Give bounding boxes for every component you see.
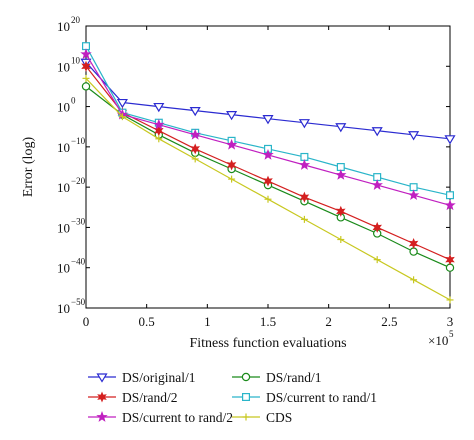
data-point xyxy=(409,247,418,256)
data-point xyxy=(264,195,272,203)
data-point xyxy=(335,169,347,180)
data-point xyxy=(444,199,456,211)
y-tick-exponent: −40 xyxy=(71,257,86,267)
x-tick-label: 3 xyxy=(447,314,454,329)
series-5 xyxy=(82,74,454,304)
data-point xyxy=(445,254,455,266)
legend-marker xyxy=(242,393,251,402)
data-point xyxy=(153,118,165,130)
data-point xyxy=(262,115,274,125)
y-tick-label: 10 xyxy=(57,59,70,74)
y-tick-exponent: −10 xyxy=(71,136,86,146)
data-point xyxy=(225,138,238,150)
data-point xyxy=(228,175,236,183)
data-point xyxy=(410,276,418,284)
legend-label: CDS xyxy=(266,410,292,425)
y-tick-exponent: −20 xyxy=(71,176,86,186)
legend-label: DS/current to rand/2 xyxy=(122,410,233,425)
y-tick-exponent: 10 xyxy=(71,55,81,65)
x-tick-label: 2.5 xyxy=(381,314,397,329)
data-point xyxy=(153,102,165,113)
series-0 xyxy=(80,58,456,145)
data-point xyxy=(444,135,456,145)
data-point xyxy=(337,236,345,244)
series-group xyxy=(80,42,456,304)
data-point xyxy=(299,191,310,203)
data-point xyxy=(190,143,200,155)
data-point xyxy=(262,148,274,160)
data-point xyxy=(372,221,382,233)
data-point xyxy=(336,205,346,217)
data-point xyxy=(407,189,420,201)
x-multiplier: ×10 5 xyxy=(428,329,454,348)
data-point xyxy=(300,215,308,223)
data-point xyxy=(263,175,273,187)
x-tick-label: 1.5 xyxy=(260,314,276,329)
legend: DS/original/1 DS/rand/1 DS/rand/2 DS/curren… xyxy=(88,370,377,425)
data-point xyxy=(298,159,311,170)
y-tick-label: 10 xyxy=(57,19,70,34)
data-point xyxy=(408,131,420,141)
legend-label: DS/original/1 xyxy=(122,370,196,385)
data-point xyxy=(446,296,454,304)
data-point xyxy=(335,123,347,133)
data-point xyxy=(116,98,128,109)
legend-entry: DS/original/1 xyxy=(88,370,196,385)
data-point xyxy=(80,48,92,60)
data-point xyxy=(226,111,238,121)
legend-entry: DS/current to rand/1 xyxy=(232,390,377,405)
y-axis-label: Error (log) xyxy=(21,137,36,198)
data-point xyxy=(81,60,91,72)
data-point xyxy=(189,128,201,140)
data-point xyxy=(371,127,383,137)
plot-area xyxy=(85,25,451,309)
legend-marker xyxy=(97,391,107,403)
legend-marker xyxy=(96,411,108,422)
x-tick-label: 0.5 xyxy=(139,314,155,329)
y-tick-exponent: −30 xyxy=(71,216,86,226)
legend-entry: DS/current to rand/2 xyxy=(88,410,233,425)
y-tick-label: 10 xyxy=(57,100,70,115)
legend-label: DS/current to rand/1 xyxy=(266,390,377,405)
data-point xyxy=(226,159,237,171)
data-point xyxy=(118,113,126,121)
data-point xyxy=(81,82,91,91)
y-tick-exponent: 0 xyxy=(71,96,76,106)
x-multiplier-base: ×10 xyxy=(428,333,448,348)
data-point xyxy=(189,106,201,117)
x-tick-label: 1 xyxy=(204,314,211,329)
legend-marker xyxy=(96,373,108,383)
x-multiplier-exp: 5 xyxy=(449,329,454,339)
y-tick-label: 10 xyxy=(57,140,70,155)
legend-marker xyxy=(241,372,251,382)
x-tick-label: 2 xyxy=(325,314,332,329)
y-tick-exponent: 20 xyxy=(71,15,81,25)
data-point xyxy=(446,191,455,200)
y-tick-label: 10 xyxy=(57,220,70,235)
data-point xyxy=(371,179,383,190)
data-point xyxy=(298,119,310,129)
data-point xyxy=(408,237,419,250)
legend-label: DS/rand/1 xyxy=(266,370,322,385)
legend-marker xyxy=(242,413,250,421)
legend-entry: DS/rand/1 xyxy=(232,370,322,385)
data-point xyxy=(191,155,199,163)
y-tick-label: 10 xyxy=(57,301,70,316)
data-point xyxy=(155,135,163,143)
legend-entry: DS/rand/2 xyxy=(88,390,178,405)
legend-label: DS/rand/2 xyxy=(122,390,178,405)
data-point xyxy=(82,74,90,82)
y-tick-label: 10 xyxy=(57,180,70,195)
x-axis-label: Fitness function evaluations xyxy=(189,336,346,351)
x-tick-label: 0 xyxy=(83,314,90,329)
legend-entry: CDS xyxy=(232,410,292,425)
data-point xyxy=(373,256,381,264)
data-point xyxy=(154,125,164,137)
y-tick-label: 10 xyxy=(57,261,70,276)
y-tick-exponent: −50 xyxy=(71,297,86,307)
